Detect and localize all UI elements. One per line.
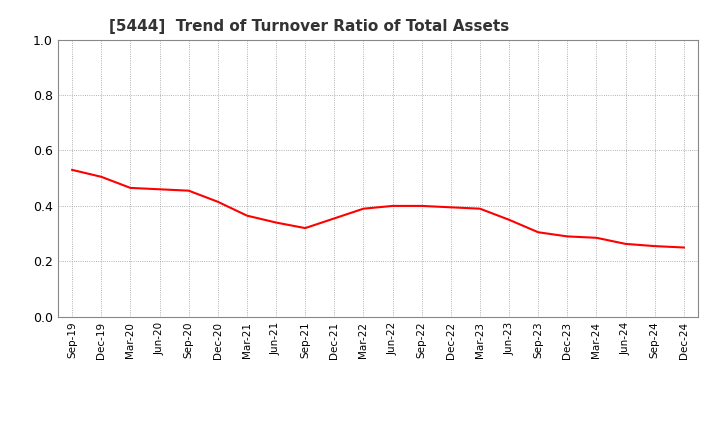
Text: [5444]  Trend of Turnover Ratio of Total Assets: [5444] Trend of Turnover Ratio of Total … <box>109 19 509 34</box>
